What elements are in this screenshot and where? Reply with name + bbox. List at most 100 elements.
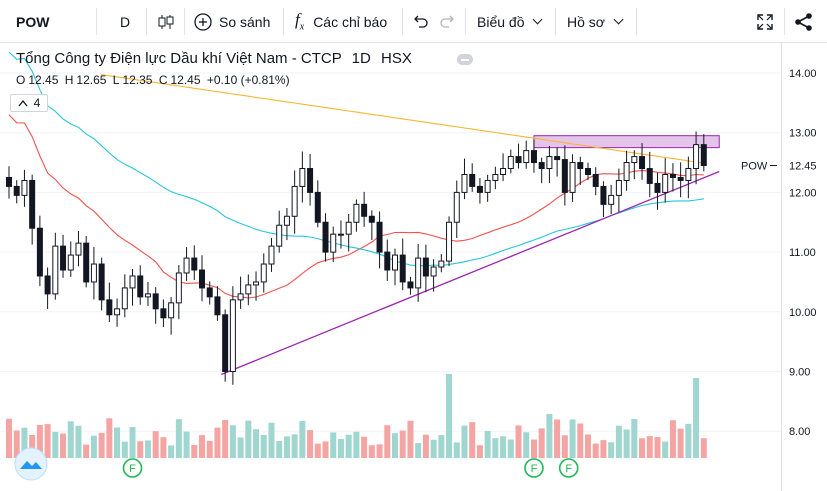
volume-bar bbox=[476, 445, 483, 458]
volume-bar bbox=[199, 435, 205, 458]
candle-body bbox=[600, 185, 607, 205]
candle-body bbox=[361, 203, 368, 217]
volume-bar bbox=[160, 437, 167, 458]
volume-bar bbox=[98, 432, 105, 458]
share-button[interactable] bbox=[794, 0, 814, 43]
volume-bar bbox=[530, 439, 537, 458]
candle-body bbox=[330, 233, 337, 253]
volume-bar bbox=[461, 425, 468, 458]
candle-body bbox=[307, 168, 314, 193]
volume-bar bbox=[415, 443, 422, 458]
volume-bar bbox=[253, 429, 260, 458]
candle-body bbox=[461, 173, 468, 193]
indicators-button[interactable]: fx Các chỉ báo bbox=[295, 0, 387, 43]
interval-label: D bbox=[120, 13, 131, 30]
candle-body bbox=[476, 185, 483, 193]
compare-button[interactable]: So sánh bbox=[194, 0, 270, 43]
candle-body bbox=[415, 257, 422, 289]
candle-body bbox=[199, 269, 205, 289]
fullscreen-button[interactable] bbox=[756, 0, 774, 43]
volume-bar bbox=[114, 427, 121, 458]
candle-body bbox=[422, 257, 429, 277]
candle-body bbox=[392, 254, 398, 271]
candle-body bbox=[515, 156, 522, 164]
candle-body bbox=[253, 281, 260, 286]
price-tick-label: 12.00 bbox=[789, 187, 817, 199]
symbol-search[interactable]: POW bbox=[16, 0, 49, 43]
volume-bar bbox=[168, 445, 175, 458]
indicators-toggle[interactable]: 4 bbox=[10, 94, 48, 112]
candle-body bbox=[407, 281, 414, 289]
volume-bar bbox=[60, 433, 67, 458]
volume-bar bbox=[492, 438, 499, 458]
candle-body bbox=[700, 144, 707, 167]
last-price-value: 12.45 bbox=[789, 161, 817, 173]
marker-label: F bbox=[531, 463, 538, 475]
candle-body bbox=[29, 179, 36, 229]
volume-bar bbox=[21, 427, 28, 458]
volume-bar bbox=[677, 428, 684, 458]
candle-body bbox=[106, 299, 113, 316]
volume-bar bbox=[106, 418, 113, 458]
volume-bar bbox=[245, 420, 252, 458]
candle-body bbox=[368, 215, 375, 223]
resistance-zone[interactable] bbox=[533, 135, 720, 149]
candle-body bbox=[523, 150, 530, 164]
candle-body bbox=[44, 275, 51, 295]
volume-bar bbox=[83, 444, 90, 458]
volume-bar bbox=[639, 438, 646, 458]
interval-button[interactable]: D bbox=[120, 0, 130, 43]
candle-body bbox=[376, 221, 383, 253]
dividend-marker-icon[interactable] bbox=[122, 458, 143, 478]
candle-body bbox=[669, 173, 676, 178]
volume-bar bbox=[669, 420, 676, 458]
candle-body bbox=[183, 257, 190, 274]
volume-bar bbox=[75, 425, 82, 458]
volume-bar bbox=[345, 434, 352, 458]
price-tick-label: 14.00 bbox=[789, 68, 817, 80]
candle-body bbox=[615, 179, 622, 196]
volume-bar bbox=[384, 425, 391, 458]
chart-type-dropdown[interactable]: Biểu đồ bbox=[477, 0, 543, 43]
share-icon bbox=[795, 12, 812, 31]
candle-style-button[interactable] bbox=[157, 0, 175, 43]
candle-body bbox=[283, 215, 290, 226]
close-value: 12.45 bbox=[170, 73, 201, 87]
low-label: L bbox=[112, 73, 120, 87]
candles-icon bbox=[158, 14, 174, 29]
chart-legend: Tổng Công ty Điện lực Dầu khí Việt Nam -… bbox=[16, 50, 412, 67]
candle-body bbox=[98, 263, 105, 301]
volume-bar bbox=[152, 431, 159, 458]
collapse-legend-button[interactable] bbox=[457, 54, 473, 65]
undo-button[interactable] bbox=[411, 0, 429, 43]
volume-bar bbox=[175, 419, 182, 458]
marker-label: F bbox=[565, 463, 572, 475]
dividend-marker-icon[interactable] bbox=[524, 458, 544, 478]
volume-bar bbox=[29, 435, 36, 458]
volume-bar bbox=[685, 423, 692, 458]
candle-body bbox=[191, 257, 198, 271]
support-trendline[interactable] bbox=[221, 170, 720, 376]
volume-bar bbox=[407, 420, 414, 458]
price-tick-label: 9.00 bbox=[789, 367, 810, 379]
volume-bar bbox=[191, 445, 198, 458]
candle-body bbox=[337, 233, 344, 236]
marker-label: F bbox=[129, 463, 136, 475]
candle-body bbox=[639, 156, 646, 170]
candle-body bbox=[484, 179, 491, 193]
volume-bar bbox=[283, 436, 290, 458]
profile-dropdown[interactable]: Hồ sơ bbox=[567, 0, 624, 43]
redo-button[interactable] bbox=[439, 0, 457, 43]
legend-interval: 1D bbox=[351, 50, 371, 67]
volume-bar bbox=[67, 421, 74, 458]
volume-bar bbox=[44, 424, 51, 458]
volume-bar bbox=[469, 422, 476, 458]
candle-body bbox=[36, 227, 43, 277]
volume-bar bbox=[585, 434, 591, 458]
price-tick-label: 13.00 bbox=[789, 128, 817, 140]
candle-body bbox=[530, 150, 537, 164]
volume-bar bbox=[561, 435, 568, 458]
dividend-marker-icon[interactable] bbox=[558, 458, 579, 478]
candle-body bbox=[260, 263, 267, 283]
